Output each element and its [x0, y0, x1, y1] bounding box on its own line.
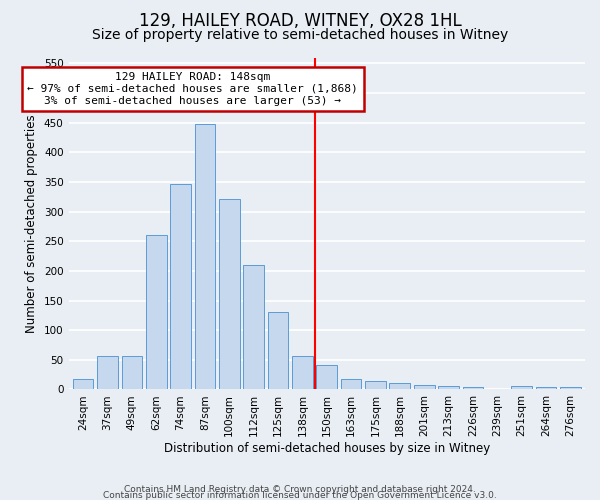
Bar: [365, 381, 386, 390]
Bar: [463, 387, 483, 390]
Bar: [511, 386, 532, 390]
Bar: [219, 198, 239, 390]
Bar: [341, 380, 361, 390]
Bar: [170, 184, 191, 390]
Bar: [73, 379, 94, 390]
Bar: [389, 383, 410, 390]
Bar: [194, 124, 215, 390]
Bar: [122, 356, 142, 390]
Bar: [414, 384, 434, 390]
Bar: [438, 386, 459, 390]
Bar: [146, 236, 167, 390]
Bar: [292, 356, 313, 390]
Y-axis label: Number of semi-detached properties: Number of semi-detached properties: [25, 114, 38, 333]
Bar: [244, 265, 264, 390]
Bar: [560, 387, 581, 390]
Bar: [268, 312, 289, 390]
Text: 129, HAILEY ROAD, WITNEY, OX28 1HL: 129, HAILEY ROAD, WITNEY, OX28 1HL: [139, 12, 461, 30]
Text: Contains public sector information licensed under the Open Government Licence v3: Contains public sector information licen…: [103, 490, 497, 500]
X-axis label: Distribution of semi-detached houses by size in Witney: Distribution of semi-detached houses by …: [164, 442, 490, 455]
Bar: [316, 364, 337, 390]
Bar: [536, 387, 556, 390]
Text: Contains HM Land Registry data © Crown copyright and database right 2024.: Contains HM Land Registry data © Crown c…: [124, 485, 476, 494]
Text: 129 HAILEY ROAD: 148sqm
← 97% of semi-detached houses are smaller (1,868)
3% of : 129 HAILEY ROAD: 148sqm ← 97% of semi-de…: [28, 72, 358, 106]
Bar: [97, 356, 118, 390]
Text: Size of property relative to semi-detached houses in Witney: Size of property relative to semi-detach…: [92, 28, 508, 42]
